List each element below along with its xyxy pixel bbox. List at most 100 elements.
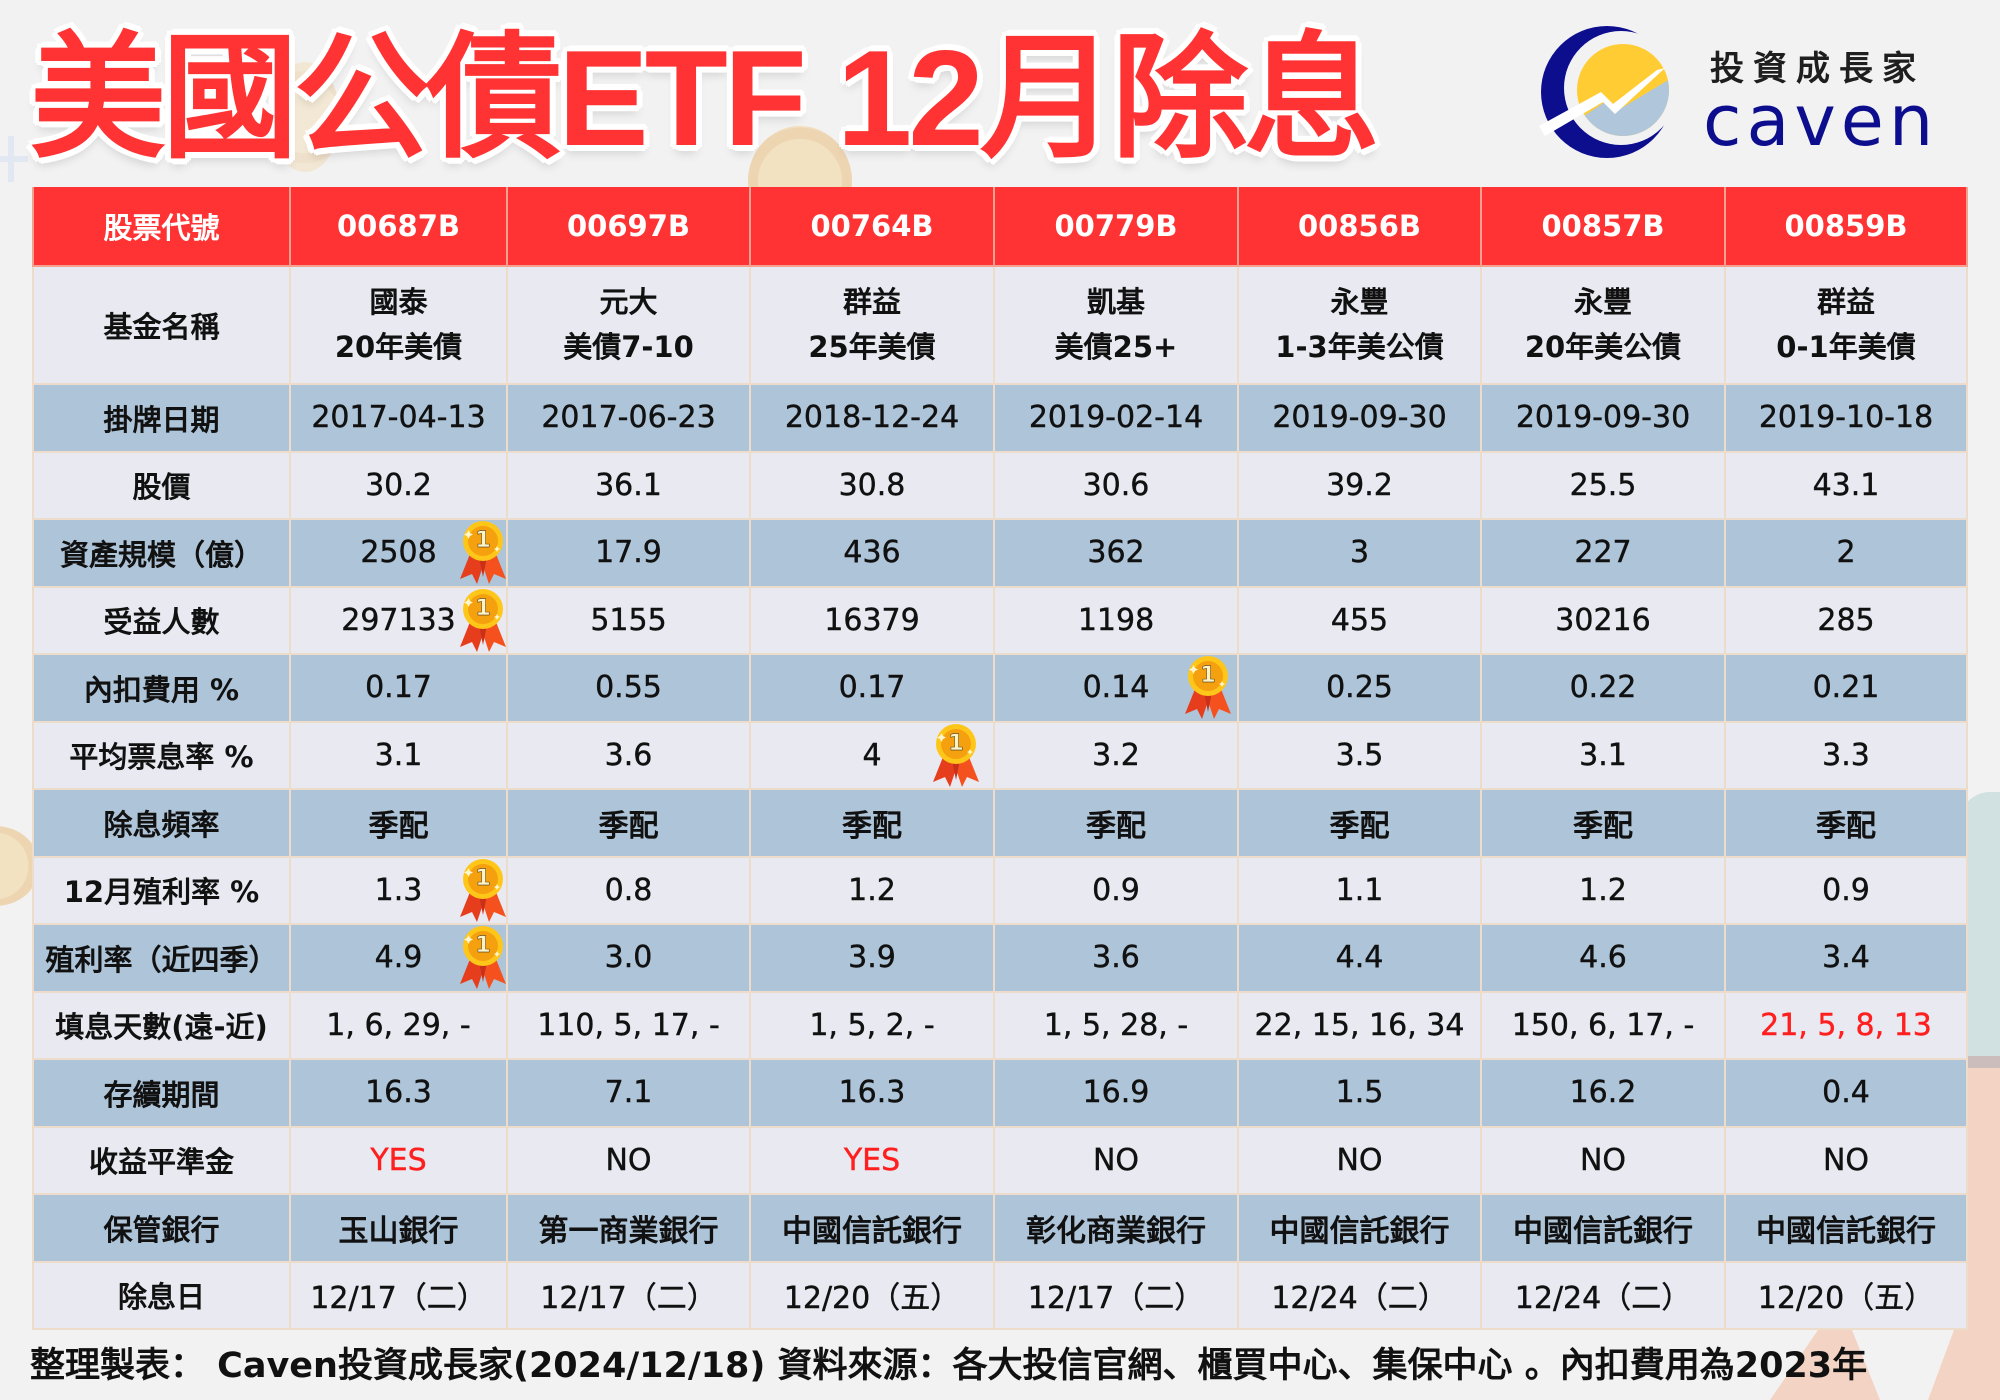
- cell-00764B: 季配: [751, 790, 995, 856]
- cell-00764B: 30.8: [751, 452, 995, 518]
- cell-00859B: 3.3: [1726, 722, 1968, 788]
- cell-00857B: 227: [1482, 520, 1726, 586]
- cell-00764B: 0.17: [751, 655, 995, 721]
- cell-00859B: NO: [1726, 1127, 1968, 1193]
- fund-issuer: 元大: [599, 285, 658, 319]
- cell-00697B: 0.8: [508, 857, 751, 923]
- cell-00697B: 7.1: [508, 1060, 751, 1126]
- cell-value: 1.3: [374, 872, 423, 908]
- cell-00779B: NO: [995, 1127, 1239, 1193]
- cell-value: 2508: [360, 535, 437, 571]
- brand-name-zh: 投資成長家: [1710, 49, 1925, 89]
- cell-00764B: 16379: [751, 587, 995, 653]
- cell-00697B: 3.0: [508, 925, 751, 991]
- medal-rank: 1: [475, 933, 491, 958]
- fund-issuer: 永豐: [1330, 285, 1389, 319]
- fund-title: 1-3年美公債: [1275, 330, 1444, 364]
- cell-00856B: 12/24（二）: [1239, 1262, 1482, 1328]
- cell-00856B: 季配: [1239, 790, 1482, 856]
- fund-name-00859B: 群益 0-1年美債: [1726, 267, 1968, 383]
- cell-00856B: 2019-09-30: [1239, 385, 1482, 451]
- header-label: 股票代號: [32, 187, 291, 265]
- cell-00697B: 17.9: [508, 520, 751, 586]
- cell-00764B: 1, 5, 2, -: [751, 992, 995, 1058]
- cell-00856B: 39.2: [1239, 452, 1482, 518]
- row-label: 股價: [32, 452, 291, 518]
- cell-00697B: 12/17（二）: [508, 1262, 751, 1328]
- cell-00687B: 0.17: [291, 655, 508, 721]
- brand-name-en: caven: [1703, 80, 1939, 162]
- cell-00856B: 3.5: [1239, 722, 1482, 788]
- ticker-00697B: 00697B: [508, 187, 751, 265]
- cell-00687B: 3.1: [291, 722, 508, 788]
- illustration-cuff: [1960, 1056, 2000, 1068]
- cell-00687B: 4.9 1: [291, 925, 508, 991]
- cell-00857B: NO: [1482, 1127, 1726, 1193]
- cell-00779B: 12/17（二）: [995, 1262, 1239, 1328]
- coin-icon: [270, 62, 340, 172]
- fund-title: 0-1年美債: [1776, 330, 1916, 364]
- fund-name-00857B: 永豐 20年美公債: [1482, 267, 1726, 383]
- row-label: 填息天數(遠-近): [32, 992, 291, 1058]
- cell-00764B: 16.3: [751, 1060, 995, 1126]
- cell-00779B: 3.6: [995, 925, 1239, 991]
- cell-00687B-highlight: YES: [291, 1127, 508, 1193]
- cell-00764B: 1.2: [751, 857, 995, 923]
- etf-comparison-table: 股票代號 00687B 00697B 00764B 00779B 00856B …: [32, 187, 1968, 1330]
- row-label: 收益平準金: [32, 1127, 291, 1193]
- cell-value: 4.9: [374, 940, 423, 976]
- medal-rank: 1: [948, 730, 964, 756]
- cell-00779B: 0.9: [995, 857, 1239, 923]
- row-fund-name: 基金名稱 國泰 20年美債 元大 美債7-10 群益 25年美債 凱基 美債25+ 永豐…: [32, 267, 1968, 385]
- cell-00857B: 30216: [1482, 587, 1726, 653]
- cell-00779B: 2019-02-14: [995, 385, 1239, 451]
- gold-medal-icon: 1: [455, 857, 511, 923]
- cell-value: 0.14: [1082, 670, 1150, 706]
- row-label: 保管銀行: [32, 1195, 291, 1261]
- fund-title: 20年美債: [334, 330, 463, 364]
- cell-00779B: 0.14 1: [995, 655, 1239, 721]
- cell-00857B: 中國信託銀行: [1482, 1195, 1726, 1261]
- cell-00779B: 彰化商業銀行: [995, 1195, 1239, 1261]
- row-label: 基金名稱: [32, 267, 291, 383]
- cell-00856B: 0.25: [1239, 655, 1482, 721]
- fund-name-00779B: 凱基 美債25+: [995, 267, 1239, 383]
- cell-value: 297133: [341, 602, 456, 638]
- fund-name-00764B: 群益 25年美債: [751, 267, 995, 383]
- decorative-plus-icon: [0, 156, 28, 162]
- cell-00764B: 2018-12-24: [751, 385, 995, 451]
- fund-issuer: 永豐: [1573, 285, 1632, 319]
- cell-00697B: 110, 5, 17, -: [508, 992, 751, 1058]
- source-footnote: 整理製表： Caven投資成長家(2024/12/18) 資料來源：各大投信官網…: [30, 1346, 1868, 1386]
- cell-00779B: 季配: [995, 790, 1239, 856]
- row-trailing-yield: 殖利率（近四季） 4.9 1 3.0 3.9 3.6 4.4 4.6 3.4: [32, 925, 1968, 993]
- cell-00697B: 5155: [508, 587, 751, 653]
- row-expense-ratio: 內扣費用 % 0.17 0.55 0.17 0.14 1 0.25 0.22 0…: [32, 655, 1968, 723]
- fund-name-00687B: 國泰 20年美債: [291, 267, 508, 383]
- cell-00859B: 0.4: [1726, 1060, 1968, 1126]
- cell-00697B: 第一商業銀行: [508, 1195, 751, 1261]
- cell-00859B-highlight: 21, 5, 8, 13: [1726, 992, 1968, 1058]
- cell-00764B: 436: [751, 520, 995, 586]
- gold-medal-icon: 1: [455, 587, 511, 653]
- cell-00859B: 中國信託銀行: [1726, 1195, 1968, 1261]
- ticker-00764B: 00764B: [751, 187, 995, 265]
- cell-00764B: 3.9: [751, 925, 995, 991]
- cell-00857B: 25.5: [1482, 452, 1726, 518]
- cell-00859B: 0.9: [1726, 857, 1968, 923]
- cell-00687B: 16.3: [291, 1060, 508, 1126]
- page-title: 美國公債ETF 12月除息: [30, 22, 1380, 174]
- cell-00856B: 中國信託銀行: [1239, 1195, 1482, 1261]
- ticker-00779B: 00779B: [995, 187, 1239, 265]
- cell-00764B: 4 1: [751, 722, 995, 788]
- cell-00857B: 150, 6, 17, -: [1482, 992, 1726, 1058]
- row-fill-days: 填息天數(遠-近) 1, 6, 29, - 110, 5, 17, - 1, 5…: [32, 992, 1968, 1060]
- medal-rank: 1: [475, 595, 491, 621]
- row-label: 除息頻率: [32, 790, 291, 856]
- cell-00857B: 1.2: [1482, 857, 1726, 923]
- illustration-hands: [1770, 1330, 2000, 1400]
- fund-issuer: 國泰: [369, 285, 428, 319]
- header-row: 股票代號 00687B 00697B 00764B 00779B 00856B …: [32, 187, 1968, 267]
- ticker-00859B: 00859B: [1726, 187, 1968, 265]
- row-label: 存續期間: [32, 1060, 291, 1126]
